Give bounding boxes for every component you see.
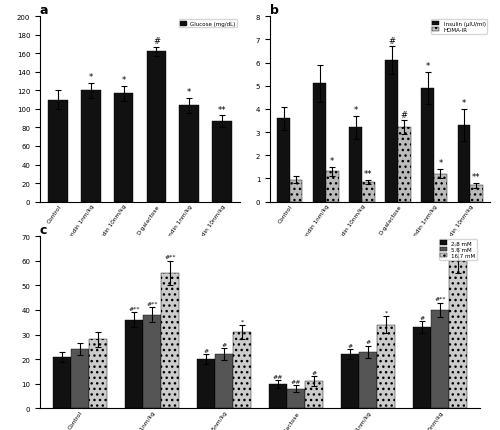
Text: a: a (40, 4, 48, 17)
Text: **: ** (364, 169, 372, 178)
Bar (125, 320, 143, 408)
Bar (48, 100, 68, 202)
Text: #: # (348, 343, 353, 348)
Bar (377, 325, 395, 408)
Bar (143, 315, 161, 408)
Text: *: * (88, 73, 93, 82)
Text: *: * (122, 76, 126, 85)
Bar (362, 182, 374, 202)
Text: *: * (187, 88, 192, 97)
Text: *: * (462, 99, 466, 108)
Bar (88, 340, 106, 408)
Text: b: b (270, 4, 279, 17)
Legend: Glucose (mg/dL): Glucose (mg/dL) (178, 20, 237, 28)
Text: #: # (366, 340, 371, 344)
Bar (422, 89, 434, 202)
Text: #**: #** (128, 307, 140, 311)
Text: *: * (426, 62, 430, 71)
Text: #: # (204, 348, 208, 353)
Text: #**: #** (146, 301, 158, 307)
Text: ##: ## (291, 379, 302, 384)
Bar (458, 126, 470, 202)
Text: *: * (438, 159, 442, 168)
Bar (326, 172, 338, 202)
Bar (386, 61, 398, 202)
Bar (161, 273, 179, 408)
Bar (434, 175, 446, 202)
Text: **: ** (218, 105, 226, 114)
Text: #: # (222, 342, 226, 347)
Text: ##: ## (273, 374, 283, 379)
Bar (341, 354, 359, 408)
Bar (398, 128, 410, 202)
Bar (432, 310, 450, 408)
Text: #**: #** (434, 297, 446, 301)
Text: #: # (420, 315, 425, 320)
Bar (359, 352, 377, 408)
Text: c: c (40, 224, 48, 236)
Bar (414, 327, 432, 408)
Bar (350, 128, 362, 202)
Bar (450, 261, 468, 408)
Text: #**: #** (452, 243, 464, 248)
Text: **: ** (472, 173, 480, 182)
Legend: 2.8 mM, 5.6 mM, 16.7 mM: 2.8 mM, 5.6 mM, 16.7 mM (438, 239, 477, 260)
Bar (233, 332, 251, 408)
Bar (197, 359, 215, 408)
Bar (470, 186, 483, 202)
Legend: Insulin (μIU/ml), HOMA-IR: Insulin (μIU/ml), HOMA-IR (431, 20, 487, 34)
Bar (70, 350, 88, 408)
Text: #: # (312, 370, 316, 375)
Bar (277, 119, 290, 202)
Bar (287, 389, 305, 408)
Bar (215, 354, 233, 408)
Text: #: # (401, 111, 408, 120)
Bar (114, 94, 134, 202)
Bar (305, 381, 323, 408)
Bar (146, 52, 166, 202)
Bar (52, 357, 70, 408)
Bar (314, 84, 326, 202)
Text: #: # (153, 37, 160, 46)
Text: *: * (240, 319, 244, 324)
Text: #: # (388, 37, 395, 46)
Bar (290, 180, 302, 202)
Bar (269, 384, 287, 408)
Bar (212, 122, 232, 202)
Text: *: * (354, 106, 358, 115)
Text: *: * (384, 310, 388, 315)
Text: #**: #** (164, 255, 175, 260)
Bar (180, 106, 199, 202)
Text: *: * (330, 157, 334, 166)
Bar (81, 91, 100, 202)
